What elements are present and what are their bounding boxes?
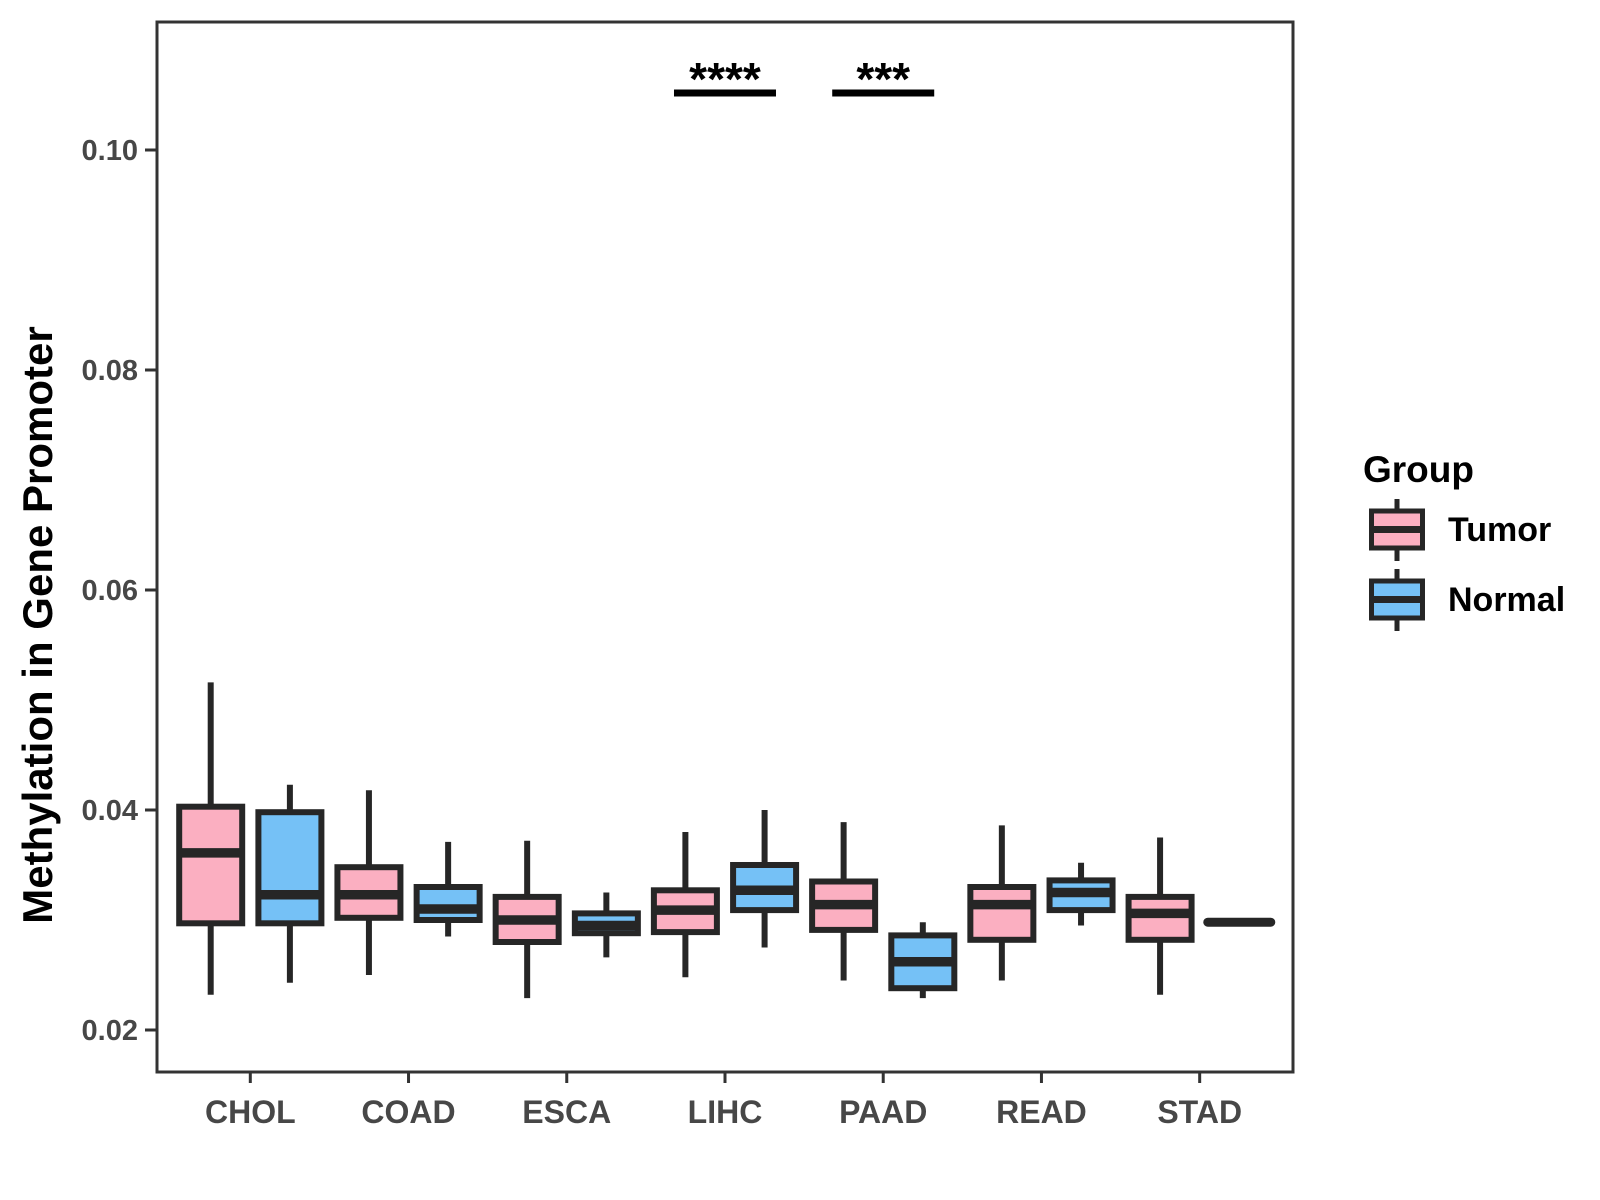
panel-border xyxy=(155,20,1295,1074)
x-tick-label-PAAD: PAAD xyxy=(839,1094,927,1130)
x-tick-label-LIHC: LIHC xyxy=(688,1094,763,1130)
significance-stars-PAAD: *** xyxy=(856,53,910,105)
x-tick-label-COAD: COAD xyxy=(361,1094,455,1130)
x-tick-label-CHOL: CHOL xyxy=(205,1094,296,1130)
tumor-boxplot-key-icon xyxy=(1369,499,1425,561)
x-tick-label-STAD: STAD xyxy=(1157,1094,1242,1130)
legend-label-tumor: Tumor xyxy=(1448,510,1552,549)
legend-item-normal: Normal xyxy=(1368,568,1565,632)
significance-stars-LIHC: **** xyxy=(689,53,761,105)
legend-item-tumor: Tumor xyxy=(1368,498,1565,562)
y-axis-title: Methylation in Gene Promoter xyxy=(14,326,61,924)
box-STAD-Tumor xyxy=(1125,893,1195,943)
x-tick-label-ESCA: ESCA xyxy=(522,1094,611,1130)
y-tick-label-0.10: 0.10 xyxy=(82,135,138,167)
y-tick-label-0.08: 0.08 xyxy=(82,355,138,387)
box-READ-Tumor xyxy=(967,884,1037,943)
box-CHOL-Normal xyxy=(255,809,325,927)
y-tick-label-0.02: 0.02 xyxy=(82,1015,138,1047)
box-COAD-Normal xyxy=(413,884,483,923)
legend-title: Group xyxy=(1363,449,1474,490)
y-tick-label-0.06: 0.06 xyxy=(82,575,138,607)
legend-label-normal: Normal xyxy=(1448,580,1566,619)
legend: Group Tumor Normal xyxy=(1340,448,1565,632)
normal-boxplot-key-icon xyxy=(1369,569,1425,631)
box-CHOL-Tumor xyxy=(176,803,246,927)
y-tick-label-0.04: 0.04 xyxy=(82,795,138,827)
x-tick-label-READ: READ xyxy=(996,1094,1087,1130)
